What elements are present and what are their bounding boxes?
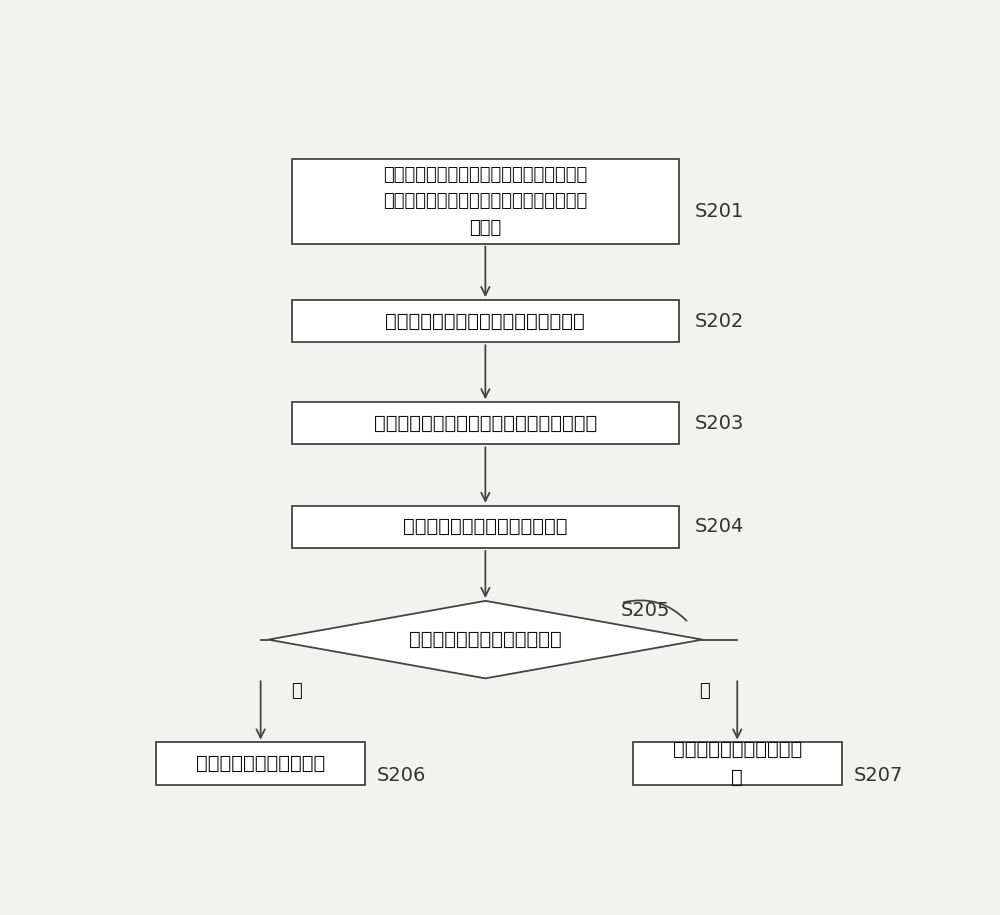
Bar xyxy=(633,742,842,785)
Text: S203: S203 xyxy=(695,414,744,433)
Text: 是: 是 xyxy=(292,682,302,700)
Text: 确定被检测点不是腐蚀断
点: 确定被检测点不是腐蚀断 点 xyxy=(673,740,802,787)
Text: S206: S206 xyxy=(377,766,426,785)
Text: 计算被检测点的归一化响应因子: 计算被检测点的归一化响应因子 xyxy=(403,517,568,536)
Text: S201: S201 xyxy=(695,202,744,221)
Polygon shape xyxy=(268,601,702,678)
Bar xyxy=(292,159,679,243)
Text: S207: S207 xyxy=(854,766,903,785)
Text: S205: S205 xyxy=(621,600,670,619)
Text: 检测接地网中被检测点的交变磁场强度: 检测接地网中被检测点的交变磁场强度 xyxy=(386,312,585,330)
Text: 确定被检测点为腐蚀断点: 确定被检测点为腐蚀断点 xyxy=(196,754,325,773)
Bar xyxy=(292,403,679,445)
Text: 依据电流源数目和注入电流源位置，通过引
下线向接地网中注入一定频率一定大小的交
变电流: 依据电流源数目和注入电流源位置，通过引 下线向接地网中注入一定频率一定大小的交 … xyxy=(383,166,588,237)
Text: S202: S202 xyxy=(695,312,744,330)
Text: S204: S204 xyxy=(695,517,744,536)
Bar xyxy=(156,742,365,785)
Text: 否: 否 xyxy=(699,682,710,700)
Text: 获取接地网完好时被检测点的交变磁场强度: 获取接地网完好时被检测点的交变磁场强度 xyxy=(374,414,597,433)
Bar xyxy=(292,506,679,548)
Text: 判断归一化因子符合预设条件: 判断归一化因子符合预设条件 xyxy=(409,630,562,649)
Bar xyxy=(292,300,679,342)
